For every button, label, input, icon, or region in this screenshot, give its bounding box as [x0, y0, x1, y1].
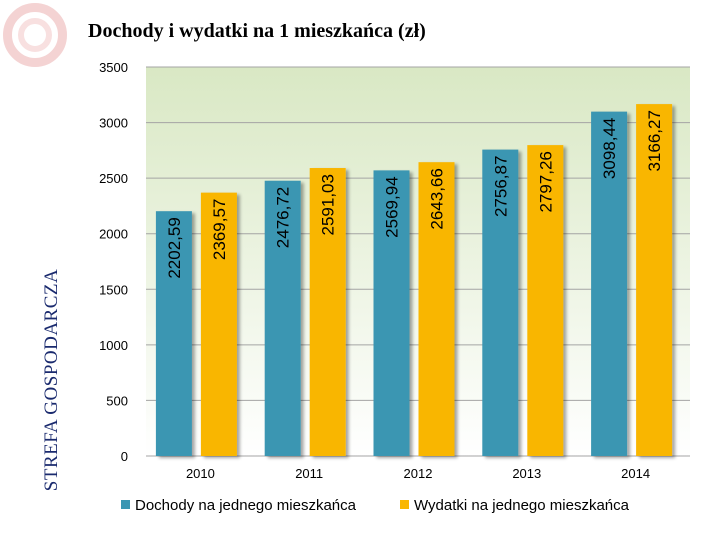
data-label: 2591,03: [319, 174, 338, 235]
x-tick-label: 2014: [621, 466, 650, 481]
data-label: 2202,59: [165, 217, 184, 278]
legend: Dochody na jednego mieszkańca Wydatki na …: [121, 497, 630, 514]
bar-expense-2010: [200, 192, 237, 456]
data-label: 2369,57: [210, 199, 229, 260]
y-tick-label: 500: [106, 393, 128, 408]
bar-expense-2014: [636, 104, 673, 456]
data-label: 2756,87: [491, 156, 510, 217]
y-tick-label: 3500: [99, 60, 128, 75]
legend-label-expense: Wydatki na jednego mieszkańca: [414, 497, 630, 514]
ring-logo-inner-icon: [18, 18, 52, 52]
data-label: 3166,27: [645, 110, 664, 171]
legend-label-income: Dochody na jednego mieszkańca: [135, 497, 357, 514]
x-tick-label: 2012: [404, 466, 433, 481]
page-title: Dochody i wydatki na 1 mieszkańca (zł): [88, 20, 426, 42]
y-tick-label: 2000: [99, 227, 128, 242]
bar-income-2012: [373, 170, 410, 457]
data-label: 2643,66: [428, 168, 447, 229]
bar-expense-2012: [418, 162, 455, 456]
data-label: 3098,44: [600, 118, 619, 179]
data-label: 2476,72: [274, 187, 293, 248]
bar-expense-2011: [309, 168, 346, 457]
data-label: 2569,94: [383, 176, 402, 237]
x-tick-label: 2011: [295, 466, 323, 481]
y-tick-label: 2500: [99, 171, 128, 186]
y-tick-label: 1500: [99, 282, 128, 297]
bar-income-2011: [264, 180, 301, 456]
y-tick-label: 0: [121, 449, 128, 464]
ring-logo-icon: [3, 3, 67, 67]
data-label: 2797,26: [536, 151, 555, 212]
bars: 2202,59 2369,57 2476,72 2591,03 2569,94 2643,…: [155, 104, 673, 457]
bar-income-2010: [155, 211, 192, 456]
x-tick-label: 2010: [186, 466, 215, 481]
legend-swatch-income: [121, 500, 130, 509]
legend-swatch-expense: [400, 500, 409, 509]
y-axis: 0 500 1000 1500 2000 2500 3000 3500: [99, 60, 128, 464]
bar-expense-2013: [527, 145, 564, 456]
x-axis: 2010 2011 2012 2013 2014: [186, 466, 650, 481]
y-tick-label: 3000: [99, 116, 128, 131]
y-tick-label: 1000: [99, 338, 128, 353]
bar-income-2013: [482, 149, 519, 456]
bar-income-2014: [591, 111, 628, 456]
x-tick-label: 2013: [512, 466, 541, 481]
